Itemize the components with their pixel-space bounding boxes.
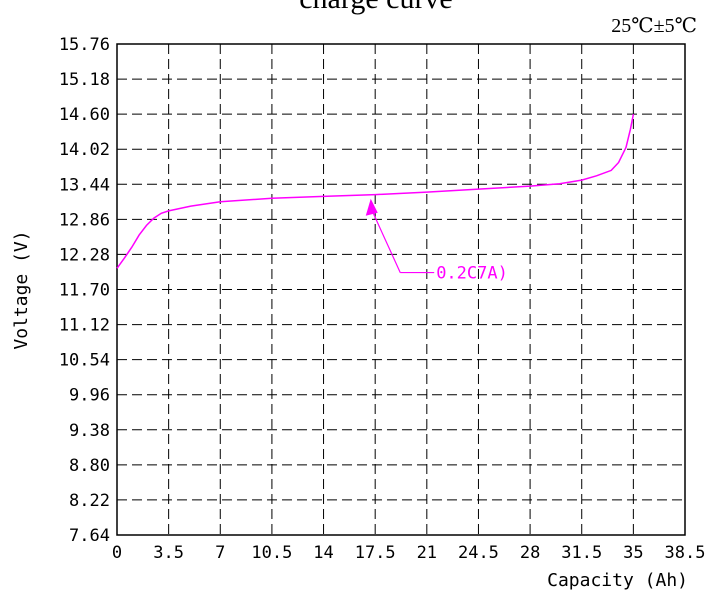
y-tick-label: 8.80 <box>69 456 110 476</box>
y-tick-label: 10.54 <box>59 351 110 371</box>
x-tick-label: 31.5 <box>561 543 602 563</box>
y-tick-label: 12.28 <box>59 245 110 265</box>
x-tick-label: 24.5 <box>458 543 499 563</box>
y-tick-label: 11.70 <box>59 281 110 301</box>
x-tick-label: 28 <box>520 543 540 563</box>
y-axis-tick-labels: 15.76 15.18 14.60 14.02 13.44 12.86 12.28 11.70… <box>59 35 110 546</box>
y-axis-label: Voltage (V) <box>11 230 32 349</box>
series-layer <box>116 113 635 269</box>
x-axis-tick-labels: 0 3.5 7 10.5 14 17.5 21 24.5 28 31.5 35 38.5 <box>112 543 706 563</box>
x-axis-label: Capacity (Ah) <box>547 570 688 591</box>
x-tick-label: 17.5 <box>355 543 396 563</box>
y-tick-label: 15.76 <box>59 35 110 55</box>
annotation-arrowhead <box>365 198 378 216</box>
y-tick-label: 7.64 <box>69 526 110 546</box>
x-tick-label: 3.5 <box>153 543 184 563</box>
y-tick-label: 11.12 <box>59 316 110 336</box>
y-tick-label: 13.44 <box>59 175 110 195</box>
y-tick-label: 12.86 <box>59 210 110 230</box>
chart-title: charge curve <box>299 0 453 15</box>
grid-lines <box>117 44 685 535</box>
plot-frame <box>116 43 686 536</box>
charge-curve-line <box>116 113 635 269</box>
x-tick-label: 38.5 <box>665 543 706 563</box>
annotation-layer: 0.2C7A) <box>365 198 508 284</box>
temperature-condition: 25℃±5℃ <box>611 15 697 37</box>
y-tick-label: 14.02 <box>59 140 110 160</box>
x-tick-label: 7 <box>215 543 225 563</box>
y-tick-label: 14.60 <box>59 105 110 125</box>
y-tick-label: 9.96 <box>69 386 110 406</box>
y-tick-label: 8.22 <box>69 491 110 511</box>
y-tick-label: 9.38 <box>69 421 110 441</box>
annotation-label: 0.2C7A) <box>436 264 508 284</box>
x-tick-label: 14 <box>313 543 333 563</box>
y-tick-label: 15.18 <box>59 70 110 90</box>
x-tick-label: 21 <box>417 543 437 563</box>
x-tick-label: 35 <box>623 543 643 563</box>
x-tick-label: 0 <box>112 543 122 563</box>
annotation-leader-line <box>370 207 401 273</box>
x-tick-label: 10.5 <box>251 543 292 563</box>
